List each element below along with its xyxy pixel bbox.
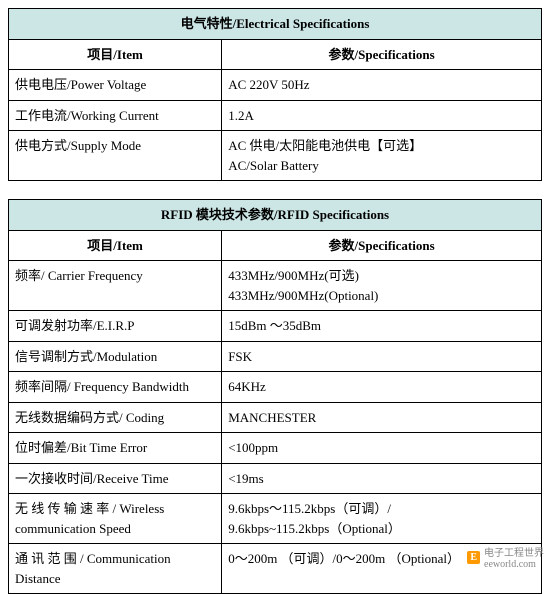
rfid-title: RFID 模块技术参数/RFID Specifications (9, 200, 542, 231)
electrical-header-item: 项目/Item (9, 39, 222, 70)
rfid-header-item: 项目/Item (9, 230, 222, 261)
row-spec: <100ppm (222, 433, 542, 464)
row-spec: AC 220V 50Hz (222, 70, 542, 101)
electrical-rows: 供电电压/Power VoltageAC 220V 50Hz工作电流/Worki… (9, 70, 542, 181)
rfid-header-spec: 参数/Specifications (222, 230, 542, 261)
row-spec: 433MHz/900MHz(可选) 433MHz/900MHz(Optional… (222, 261, 542, 311)
table-row: 无 线 传 输 速 率 / Wireless communication Spe… (9, 494, 542, 544)
row-item: 无线数据编码方式/ Coding (9, 402, 222, 433)
footer-text1: 电子工程世界 (484, 548, 544, 559)
table-row: 信号调制方式/ModulationFSK (9, 341, 542, 372)
electrical-title: 电气特性/Electrical Specifications (9, 9, 542, 40)
table-row: 无线数据编码方式/ CodingMANCHESTER (9, 402, 542, 433)
table-row: 通 讯 范 围 / Communication Distance0～200m （… (9, 544, 542, 594)
row-spec: FSK (222, 341, 542, 372)
table-row: 位时偏差/Bit Time Error<100ppm (9, 433, 542, 464)
row-spec: 1.2A (222, 100, 542, 131)
row-item: 通 讯 范 围 / Communication Distance (9, 544, 222, 594)
row-item: 频率/ Carrier Frequency (9, 261, 222, 311)
row-spec: 15dBm ～35dBm (222, 311, 542, 342)
footer-text2: eeworld.com (484, 559, 536, 570)
table-row: 可调发射功率/E.I.R.P15dBm ～35dBm (9, 311, 542, 342)
row-item: 无 线 传 输 速 率 / Wireless communication Spe… (9, 494, 222, 544)
row-item: 可调发射功率/E.I.R.P (9, 311, 222, 342)
rfid-table: RFID 模块技术参数/RFID Specifications 项目/Item … (8, 199, 542, 594)
row-item: 工作电流/Working Current (9, 100, 222, 131)
row-item: 频率间隔/ Frequency Bandwidth (9, 372, 222, 403)
rfid-rows: 频率/ Carrier Frequency433MHz/900MHz(可选) 4… (9, 261, 542, 594)
row-spec: MANCHESTER (222, 402, 542, 433)
table-row: 供电方式/Supply ModeAC 供电/太阳能电池供电【可选】 AC/Sol… (9, 131, 542, 181)
row-item: 信号调制方式/Modulation (9, 341, 222, 372)
row-item: 位时偏差/Bit Time Error (9, 433, 222, 464)
electrical-table: 电气特性/Electrical Specifications 项目/Item 参… (8, 8, 542, 181)
footer-logo-icon: E (467, 551, 480, 564)
table-row: 一次接收时间/Receive Time<19ms (9, 463, 542, 494)
table-row: 供电电压/Power VoltageAC 220V 50Hz (9, 70, 542, 101)
row-item: 一次接收时间/Receive Time (9, 463, 222, 494)
table-row: 工作电流/Working Current1.2A (9, 100, 542, 131)
row-item: 供电电压/Power Voltage (9, 70, 222, 101)
row-spec: <19ms (222, 463, 542, 494)
row-spec: 64KHz (222, 372, 542, 403)
row-spec: 9.6kbps～115.2kbps（可调）/ 9.6kbps~115.2kbps… (222, 494, 542, 544)
electrical-header-spec: 参数/Specifications (222, 39, 542, 70)
table-row: 频率/ Carrier Frequency433MHz/900MHz(可选) 4… (9, 261, 542, 311)
table-row: 频率间隔/ Frequency Bandwidth64KHz (9, 372, 542, 403)
footer-watermark: E 电子工程世界 eeworld.com (467, 544, 544, 570)
row-spec: AC 供电/太阳能电池供电【可选】 AC/Solar Battery (222, 131, 542, 181)
row-item: 供电方式/Supply Mode (9, 131, 222, 181)
